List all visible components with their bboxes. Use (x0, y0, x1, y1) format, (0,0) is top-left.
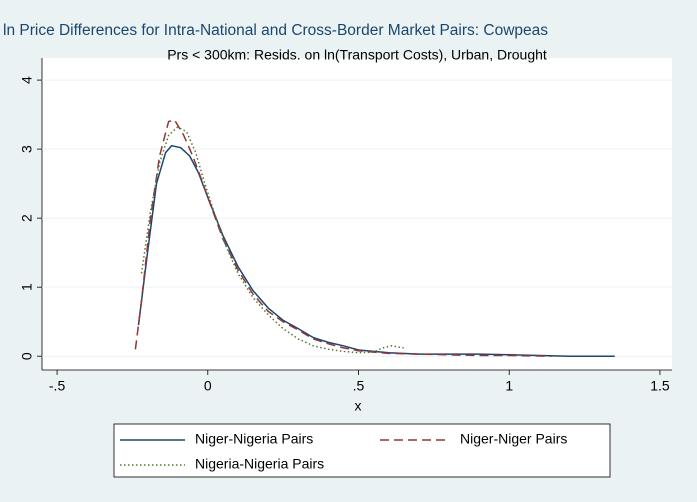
chart-title: ln Price Differences for Intra-National … (3, 22, 548, 39)
y-tick-label: 2 (19, 214, 35, 222)
x-tick-label: 0 (204, 378, 212, 394)
legend-label: Niger-Niger Pairs (460, 431, 567, 447)
y-tick-label: 1 (19, 283, 35, 291)
x-tick-label: 1.5 (650, 378, 670, 394)
legend-label: Niger-Nigeria Pairs (195, 431, 313, 447)
x-axis-label: x (355, 398, 362, 414)
plot-area (42, 58, 672, 370)
y-tick-label: 3 (19, 145, 35, 153)
legend-label: Nigeria-Nigeria Pairs (195, 456, 324, 472)
x-tick-label: .5 (353, 378, 365, 394)
density-line (137, 144, 615, 357)
x-tick-label: 1 (505, 378, 513, 394)
density-line (140, 126, 404, 354)
y-tick-label: 4 (19, 76, 35, 84)
legend-box (113, 423, 611, 478)
density-line (134, 119, 552, 357)
chart-subtitle: Prs < 300km: Resids. on ln(Transport Cos… (167, 47, 547, 63)
y-tick-label: 0 (19, 352, 35, 360)
x-tick-label: -.5 (49, 378, 66, 394)
